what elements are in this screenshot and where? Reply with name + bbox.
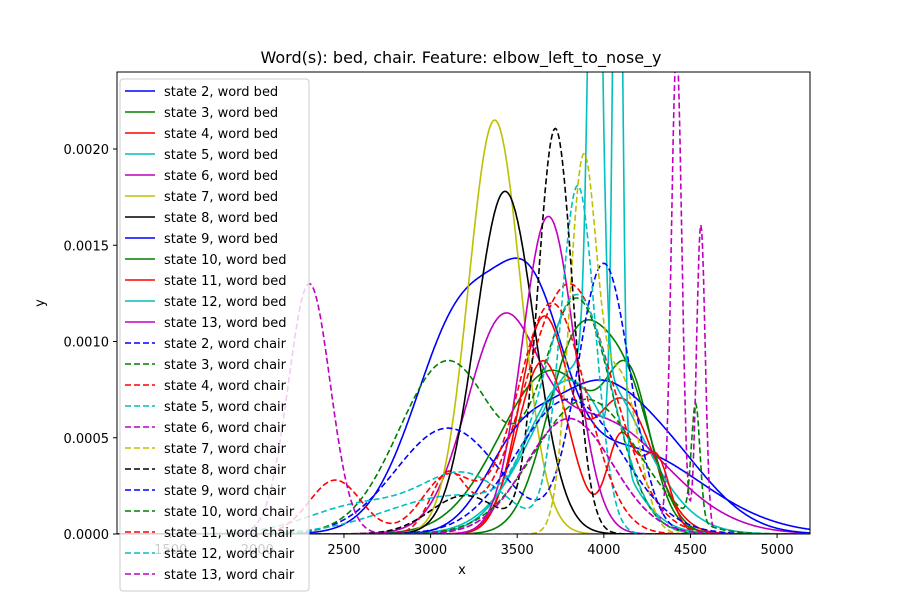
x-tick-label: 5000 [761, 543, 794, 558]
legend-label: state 6, word chair [164, 421, 287, 436]
series-line-4 [117, 72, 810, 534]
series-line-8 [117, 379, 810, 534]
series-line-21 [117, 398, 810, 534]
x-tick-label: 3500 [501, 543, 534, 558]
legend-label: state 7, word chair [164, 442, 287, 457]
legend-label: state 10, word bed [164, 253, 286, 268]
legend-label: state 4, word bed [164, 127, 278, 142]
y-tick-label: 0.0020 [64, 143, 110, 158]
x-tick-label: 3000 [414, 543, 447, 558]
series-line-7 [117, 190, 810, 534]
series-line-24 [117, 282, 810, 534]
legend-label: state 12, word chair [164, 547, 295, 562]
series-line-23 [117, 293, 810, 534]
series-line-5 [117, 312, 810, 534]
series-lines [117, 72, 810, 534]
legend-label: state 2, word bed [164, 85, 278, 100]
legend-label: state 5, word chair [164, 400, 287, 415]
legend-label: state 6, word bed [164, 169, 278, 184]
legend-label: state 9, word bed [164, 232, 278, 247]
legend-label: state 7, word bed [164, 190, 278, 205]
y-axis-ticks: 0.0000 0.0005 0.0010 0.0015 0.0020 [64, 143, 117, 543]
legend: state 2, word bed state 3, word bed state … [119, 78, 310, 592]
x-axis-label: x [458, 563, 466, 578]
legend-label: state 10, word chair [164, 505, 295, 520]
legend-label: state 13, word chair [164, 568, 295, 583]
legend-label: state 12, word bed [164, 295, 286, 310]
legend-label: state 5, word bed [164, 148, 278, 163]
legend-label: state 3, word chair [164, 358, 287, 373]
legend-label: state 11, word bed [164, 274, 286, 289]
legend-label: state 11, word chair [164, 526, 295, 541]
y-tick-label: 0.0015 [64, 239, 110, 254]
legend-label: state 4, word chair [164, 379, 287, 394]
x-tick-label: 4500 [674, 543, 707, 558]
legend-label: state 13, word bed [164, 316, 286, 331]
series-line-12 [117, 215, 810, 534]
x-tick-label: 4000 [587, 543, 620, 558]
legend-label: state 8, word chair [164, 463, 287, 478]
legend-label: state 8, word bed [164, 211, 278, 226]
y-tick-label: 0.0000 [64, 528, 110, 543]
y-tick-label: 0.0010 [64, 336, 110, 351]
chart-title: Word(s): bed, chair. Feature: elbow_left… [260, 48, 661, 68]
series-line-20 [117, 398, 810, 534]
legend-label: state 9, word chair [164, 484, 287, 499]
y-axis-label: y [33, 299, 48, 307]
y-tick-label: 0.0005 [64, 432, 110, 447]
series-line-16 [117, 184, 810, 534]
x-tick-label: 2500 [327, 543, 360, 558]
series-line-1 [117, 257, 810, 534]
series-line-6 [117, 119, 810, 534]
legend-label: state 3, word bed [164, 106, 278, 121]
legend-label: state 2, word chair [164, 337, 287, 352]
series-line-22 [117, 302, 810, 534]
plot-frame [116, 71, 811, 535]
legend-box [119, 78, 310, 592]
